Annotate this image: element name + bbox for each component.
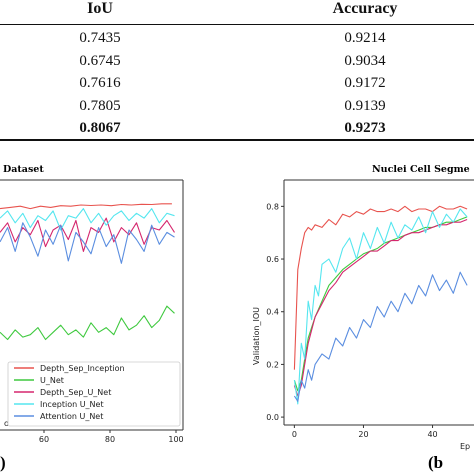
chart-title: Dataset xyxy=(3,164,44,175)
y-tick-label: 0.6 xyxy=(266,255,279,264)
legend-label: Attention U_Net xyxy=(40,412,103,421)
legend-label: Depth_Sep_U_Net xyxy=(40,388,111,397)
legend-box xyxy=(7,361,181,427)
y-tick-label: 0.0 xyxy=(266,413,279,422)
series-line-depth-sep-u-net xyxy=(0,217,175,252)
x-tick-label: 40 xyxy=(427,430,437,439)
table-cell-iou: 0.7805 xyxy=(79,97,121,114)
x-tick-label: 20 xyxy=(358,430,368,439)
x-tick-label: 100 xyxy=(168,435,183,444)
series-line-depth-sep-inception xyxy=(293,205,468,370)
series-line-attention-u-net xyxy=(293,271,468,402)
series-line-u-net xyxy=(0,305,175,341)
panel-a-chart: Dataset6080100ochsDepth_Sep_InceptionU_N… xyxy=(0,164,184,472)
table-bottom-rule xyxy=(0,139,474,141)
table-cell-accuracy: 0.9172 xyxy=(344,75,386,91)
column-header-iou: IoU xyxy=(87,0,113,17)
x-tick-label: 80 xyxy=(105,435,115,444)
table-cell-accuracy: 0.9139 xyxy=(344,97,386,114)
panel-label-a: ) xyxy=(0,453,6,472)
table-cell-iou: 0.6745 xyxy=(79,52,121,69)
y-tick-label: 0.8 xyxy=(266,202,279,211)
table-cell-accuracy: 0.9214 xyxy=(344,30,386,46)
table-cell-accuracy: 0.9034 xyxy=(344,52,386,69)
series-line-inception-u-net xyxy=(293,208,468,405)
x-tick-label: 60 xyxy=(39,435,49,444)
chart-title: Nuclei Cell Segme xyxy=(372,164,470,175)
panel-label-b: (b xyxy=(428,453,443,472)
table-header-rule xyxy=(0,24,474,25)
panel-b-chart: Nuclei Cell Segme 0.0 0.2 0.4 0.6 0.8 0 20 40 Ep V… xyxy=(252,164,474,472)
table-cell-iou: 0.8067 xyxy=(79,120,121,136)
series-line-depth-sep-inception xyxy=(0,203,172,210)
series-line-attention-u-net xyxy=(0,222,175,264)
table-cell-iou: 0.7435 xyxy=(79,30,121,46)
column-header-accuracy: Accuracy xyxy=(332,0,398,17)
table-cell-accuracy: 0.9273 xyxy=(344,120,386,136)
y-tick-label: 0.4 xyxy=(266,308,279,317)
x-axis-label: Ep xyxy=(460,442,470,451)
legend-label: U_Net xyxy=(40,376,64,385)
table-cell-iou: 0.7616 xyxy=(79,75,121,91)
y-tick-label: 0.2 xyxy=(266,360,279,369)
x-tick-label: 0 xyxy=(292,430,297,439)
y-axis-label: Validation_IOU xyxy=(252,307,261,365)
series-line-inception-u-net xyxy=(0,208,175,231)
legend-label: Depth_Sep_Inception xyxy=(40,364,125,373)
series-line-u-net xyxy=(293,216,468,392)
series-line-depth-sep-u-net xyxy=(293,218,468,397)
legend-label: Inception U_Net xyxy=(40,400,104,409)
